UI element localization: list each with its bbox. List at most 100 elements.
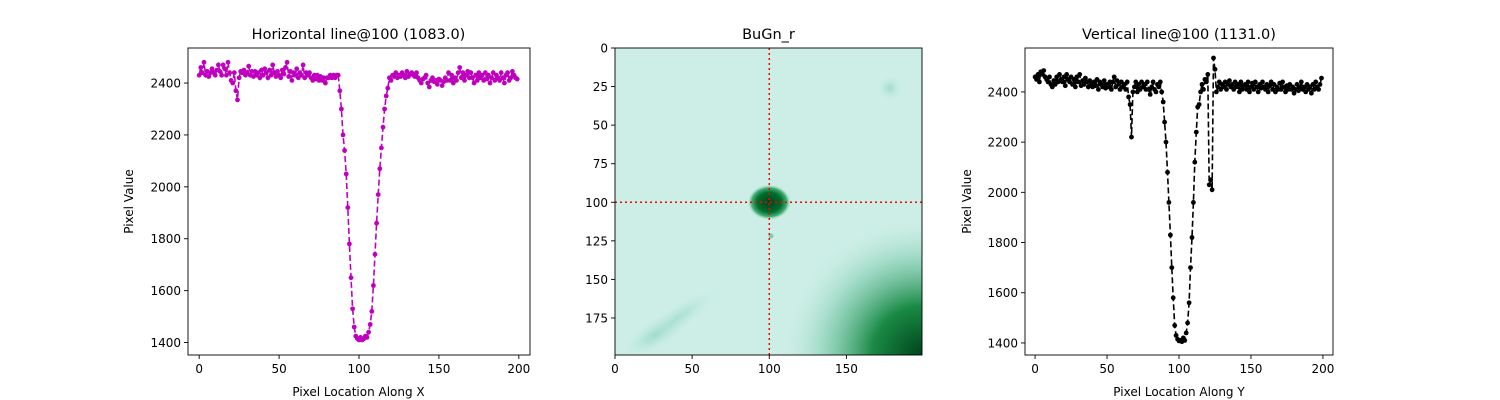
data-point [347,241,352,247]
data-point [380,124,386,130]
data-point [377,166,383,172]
data-point [1057,72,1062,77]
data-point [1166,200,1172,205]
data-point [497,78,502,83]
data-point [1041,68,1047,73]
data-point [225,59,231,65]
y-tick-label: 125 [585,234,608,248]
y-axis-label: Pixel Value [960,169,974,234]
x-tick-label: 50 [271,362,286,376]
data-point [281,71,287,77]
data-point [1083,75,1088,81]
data-point [1201,87,1206,92]
data-point [262,66,268,72]
data-point [1150,79,1156,85]
data-point [1203,79,1209,85]
heatmap-image [615,48,922,355]
data-point [1280,79,1285,85]
data-point [371,283,376,288]
data-point [201,59,207,65]
data-point [1211,55,1216,61]
data-point [1051,78,1057,83]
series-line [1034,57,1323,344]
data-point [439,83,445,88]
data-point [1245,79,1251,85]
axes-frame [614,47,923,356]
data-point [267,67,272,73]
data-point [1132,84,1137,90]
data-point [1162,119,1167,125]
data-point [1170,295,1176,301]
data-point [1165,169,1170,175]
plot-area [196,59,520,343]
data-point [279,67,285,73]
data-point [492,78,498,83]
data-point [1206,182,1212,188]
data-point [337,88,343,94]
data-point [430,75,435,81]
data-point [372,251,378,257]
bugn-image-panel: BuGn_r 0 50 100 150 0 25 50 75 100 125 150 175 [585,27,923,376]
data-point [339,106,344,112]
data-point [1193,129,1199,135]
data-point [1185,320,1190,326]
data-point [1130,89,1136,95]
y-axis-ticks: 1400 1600 1800 2000 2200 2400 [987,85,1025,350]
x-tick-label: 50 [684,362,699,376]
data-point [1160,99,1166,105]
data-point [227,70,233,76]
data-point [508,75,514,81]
data-point [1064,72,1070,77]
series-line [198,61,518,342]
data-point [434,81,440,87]
data-point [1199,82,1205,87]
data-point [1316,87,1321,92]
y-tick-label: 1400 [987,336,1018,350]
data-point [1212,66,1218,72]
data-point [382,106,387,112]
data-point [1047,74,1052,80]
data-point [206,74,212,79]
y-tick-label: 175 [585,311,608,325]
data-point [270,62,276,68]
data-point [335,72,341,78]
data-point [307,70,312,76]
x-tick-label: 0 [1031,362,1039,376]
y-tick-label: 1800 [987,236,1018,250]
y-tick-label: 1800 [150,232,181,246]
x-tick-label: 0 [611,362,619,376]
y-axis-ticks: 1400 1600 1800 2000 2200 2400 [150,77,188,350]
data-point [468,70,474,76]
data-point [1163,139,1169,145]
data-point [1129,134,1134,140]
y-tick-label: 2000 [150,180,181,194]
data-point [294,66,300,72]
data-point [1168,232,1173,238]
data-point [388,78,394,83]
data-point [1182,338,1188,343]
data-point [498,70,504,76]
chart-title: BuGn_r [742,27,795,43]
data-point [295,75,301,81]
x-tick-label: 200 [507,362,530,376]
y-tick-label: 25 [593,80,608,94]
data-point [500,75,506,81]
y-tick-label: 75 [593,157,608,171]
data-point [366,329,371,335]
data-point [1126,94,1131,100]
x-tick-label: 150 [1240,362,1263,376]
data-point [263,70,269,76]
data-point [1114,78,1120,83]
data-point [302,75,308,81]
data-point [379,145,384,151]
data-point [423,72,429,78]
data-point [510,69,515,74]
x-tick-label: 100 [348,362,371,376]
data-point [1124,79,1130,85]
data-point [257,75,263,81]
data-point [1192,159,1198,165]
x-tick-label: 150 [835,362,858,376]
data-point [275,69,280,74]
data-point [286,74,292,79]
data-point [458,75,464,81]
